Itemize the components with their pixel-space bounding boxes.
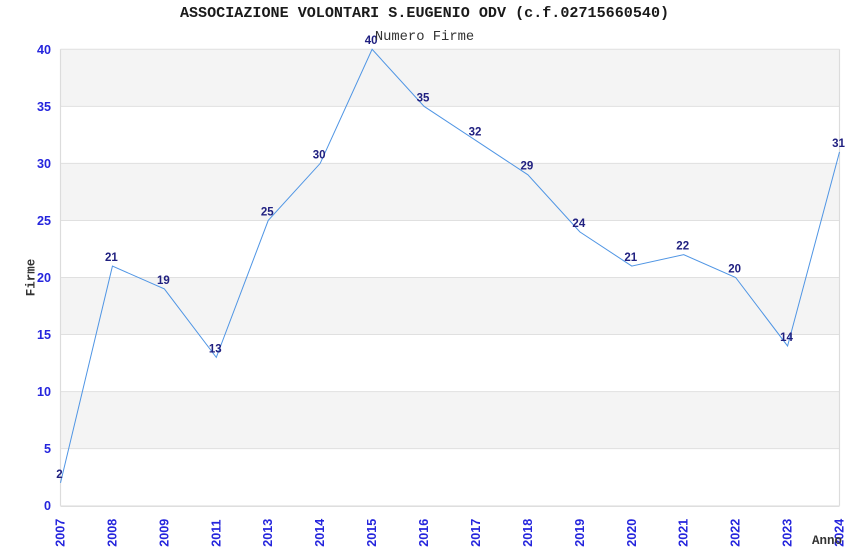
svg-text:2008: 2008	[105, 519, 119, 547]
svg-text:15: 15	[37, 328, 51, 342]
svg-text:29: 29	[521, 161, 534, 173]
svg-text:31: 31	[832, 138, 845, 150]
svg-text:2016: 2016	[417, 519, 431, 547]
svg-text:21: 21	[105, 252, 118, 264]
svg-text:2020: 2020	[625, 519, 639, 547]
svg-text:19: 19	[157, 275, 170, 287]
svg-text:5: 5	[44, 442, 51, 456]
svg-text:2022: 2022	[729, 519, 743, 547]
svg-text:2014: 2014	[313, 519, 327, 547]
svg-text:32: 32	[469, 126, 482, 138]
svg-text:10: 10	[37, 385, 51, 399]
svg-text:30: 30	[37, 157, 51, 171]
svg-text:2019: 2019	[573, 519, 587, 547]
svg-text:2015: 2015	[365, 519, 379, 547]
svg-text:2021: 2021	[677, 519, 691, 547]
svg-text:40: 40	[37, 43, 51, 57]
svg-text:2013: 2013	[261, 519, 275, 547]
svg-text:20: 20	[728, 263, 741, 275]
svg-text:25: 25	[261, 206, 274, 218]
svg-text:35: 35	[37, 100, 51, 114]
svg-text:Anno: Anno	[812, 534, 842, 548]
svg-text:Numero Firme: Numero Firme	[375, 29, 474, 45]
svg-text:13: 13	[209, 343, 222, 355]
svg-text:Firme: Firme	[25, 259, 39, 297]
svg-text:22: 22	[676, 241, 689, 253]
svg-text:2007: 2007	[54, 519, 68, 547]
svg-text:14: 14	[780, 332, 793, 344]
svg-text:20: 20	[37, 271, 51, 285]
svg-text:ASSOCIAZIONE VOLONTARI S.EUGEN: ASSOCIAZIONE VOLONTARI S.EUGENIO ODV (c.…	[180, 4, 669, 22]
svg-text:2: 2	[56, 469, 62, 481]
svg-text:25: 25	[37, 214, 51, 228]
svg-text:35: 35	[417, 92, 430, 104]
svg-text:2009: 2009	[157, 519, 171, 547]
svg-text:40: 40	[365, 35, 378, 47]
svg-text:2011: 2011	[209, 519, 223, 546]
svg-text:30: 30	[313, 149, 326, 161]
svg-text:2017: 2017	[469, 519, 483, 547]
svg-text:21: 21	[624, 252, 637, 264]
svg-text:24: 24	[572, 218, 585, 230]
svg-text:2024: 2024	[833, 519, 847, 547]
svg-text:0: 0	[44, 499, 51, 513]
svg-text:2023: 2023	[781, 519, 795, 547]
svg-text:2018: 2018	[521, 519, 535, 547]
